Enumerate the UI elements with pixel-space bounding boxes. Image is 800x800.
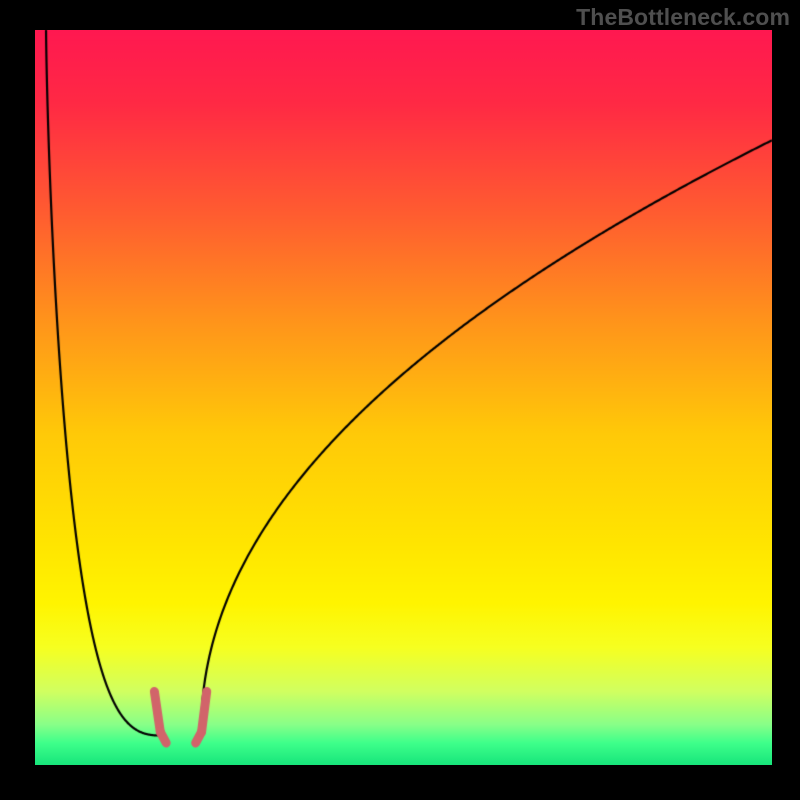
chart-root: TheBottleneck.com: [0, 0, 800, 800]
watermark-label: TheBottleneck.com: [576, 4, 790, 31]
bottleneck-curve-canvas: [0, 0, 800, 800]
